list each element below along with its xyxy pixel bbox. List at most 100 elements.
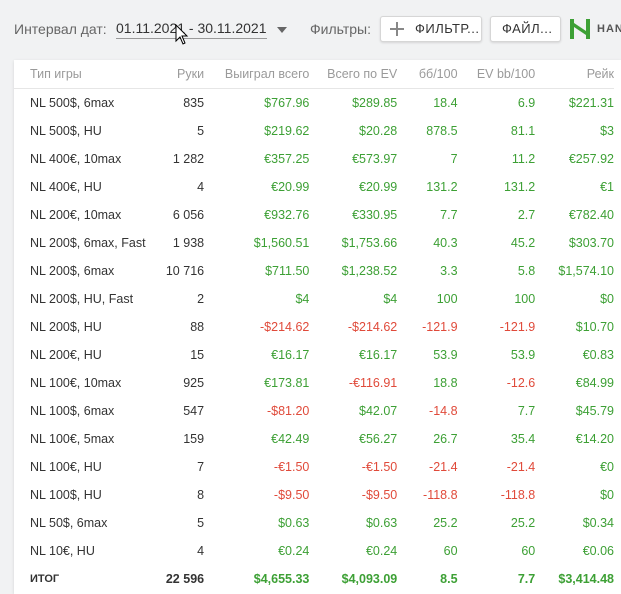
cell-ev-bb-per-100: 7.7 bbox=[517, 404, 536, 418]
cell-rake: €84.99 bbox=[575, 376, 614, 390]
cell-won-total: $0.63 bbox=[278, 516, 310, 530]
chevron-down-icon[interactable] bbox=[277, 27, 287, 33]
table-row[interactable]: NL 400€, 10max 1 282 €357.25 €573.97 7 11.2 €2… bbox=[14, 145, 614, 173]
table-row[interactable]: NL 200€, HU 15 €16.17 €16.17 53.9 53.9 €0.83 bbox=[14, 341, 614, 369]
column-header-game[interactable]: Тип игры bbox=[14, 60, 153, 89]
cell-game-type: NL 400€, 10max bbox=[30, 152, 122, 166]
cell-won-total: $4 bbox=[295, 292, 310, 306]
date-range-picker[interactable]: 01.11.2021 - 30.11.2021 bbox=[116, 19, 267, 39]
cell-rake: $3 bbox=[600, 124, 614, 138]
cell-hands: 8 bbox=[197, 488, 205, 502]
cell-game-type: NL 10€, HU bbox=[30, 544, 95, 558]
cell-ev-bb-per-100: 45.2 bbox=[510, 236, 536, 250]
column-header-rake[interactable]: Рейк bbox=[535, 60, 614, 89]
cell-ev-total: $1,238.52 bbox=[341, 264, 398, 278]
mouse-pointer-icon bbox=[175, 24, 189, 45]
cell-bb-per-100: 7 bbox=[450, 152, 458, 166]
column-header-won[interactable]: Выиграл всего bbox=[204, 60, 310, 89]
cell-bb-per-100: 53.9 bbox=[433, 348, 458, 362]
cell-ev-bb-per-100: 81.1 bbox=[510, 124, 536, 138]
cell-rake: $221.31 bbox=[568, 96, 614, 110]
cell-game-type: NL 200$, HU bbox=[30, 320, 102, 334]
cell-hands: 547 bbox=[183, 404, 205, 418]
cell-won-total: -$214.62 bbox=[260, 320, 310, 334]
table-row[interactable]: NL 200$, HU, Fast 2 $4 $4 100 100 $0 bbox=[14, 285, 614, 313]
filters-label: Фильтры: bbox=[310, 21, 371, 37]
cell-game-type: NL 200$, HU, Fast bbox=[30, 292, 134, 306]
cell-ev-bb-per-100: 131.2 bbox=[503, 180, 536, 194]
cell-hands: 925 bbox=[183, 376, 205, 390]
cell-won-total: -€1.50 bbox=[273, 460, 310, 474]
cell-rake: $1,574.10 bbox=[558, 264, 614, 278]
table-row[interactable]: NL 200$, 6max, Fast 1 938 $1,560.51 $1,753.… bbox=[14, 229, 614, 257]
files-button-label: ФАЙЛ... bbox=[502, 21, 553, 36]
cell-bb-per-100: 18.8 bbox=[433, 376, 458, 390]
cell-ev-total: -$9.50 bbox=[361, 488, 398, 502]
filter-button[interactable]: ФИЛЬТР... bbox=[380, 16, 482, 42]
cell-hands: 835 bbox=[183, 96, 205, 110]
filter-button-label: ФИЛЬТР... bbox=[415, 21, 480, 36]
cell-hands: 1 938 bbox=[172, 236, 205, 250]
cell-ev-total: $1,753.66 bbox=[341, 236, 398, 250]
cell-won-total: €42.49 bbox=[271, 432, 310, 446]
table-row[interactable]: NL 10€, HU 4 €0.24 €0.24 60 60 €0.06 bbox=[14, 537, 614, 565]
cell-rake: $45.79 bbox=[575, 404, 614, 418]
cell-ev-bb-per-100: 100 bbox=[514, 292, 536, 306]
cell-won-total: $219.62 bbox=[264, 124, 310, 138]
cell-game-type: NL 100$, HU bbox=[30, 488, 102, 502]
cell-bb-per-100: 25.2 bbox=[433, 516, 458, 530]
cell-bb-per-100: 60 bbox=[443, 544, 458, 558]
table-row[interactable]: NL 400€, HU 4 €20.99 €20.99 131.2 131.2 €1 bbox=[14, 173, 614, 201]
table-row[interactable]: NL 200€, 10max 6 056 €932.76 €330.95 7.7 2.7 €… bbox=[14, 201, 614, 229]
cell-ev-total: -$214.62 bbox=[347, 320, 398, 334]
cell-ev-total: €20.99 bbox=[359, 180, 398, 194]
cell-game-type: NL 500$, HU bbox=[30, 124, 102, 138]
cell-ev-total: €573.97 bbox=[352, 152, 398, 166]
cell-ev-total: -€116.91 bbox=[348, 376, 398, 390]
cell-ev-total: €56.27 bbox=[359, 432, 398, 446]
plus-icon bbox=[390, 22, 404, 36]
table-row[interactable]: NL 500$, HU 5 $219.62 $20.28 878.5 81.1 $3 bbox=[14, 117, 614, 145]
cell-ev-total: $20.28 bbox=[359, 124, 398, 138]
table-row[interactable]: NL 200$, 6max 10 716 $711.50 $1,238.52 3.3 5.… bbox=[14, 257, 614, 285]
toolbar: Интервал дат: 01.11.2021 - 30.11.2021 Фи… bbox=[0, 0, 621, 58]
cell-ev-total: $0.63 bbox=[365, 516, 398, 530]
cell-ev-bb-per-100: -118.8 bbox=[500, 488, 536, 502]
table-row[interactable]: NL 100$, HU 8 -$9.50 -$9.50 -118.8 -118.8 $0 bbox=[14, 481, 614, 509]
column-header-ev[interactable]: Всего по EV bbox=[309, 60, 398, 89]
cell-hands: 159 bbox=[183, 432, 205, 446]
cell-rake: €782.40 bbox=[568, 208, 614, 222]
cell-game-type: NL 100€, 10max bbox=[30, 376, 122, 390]
files-button[interactable]: ФАЙЛ... bbox=[490, 16, 561, 42]
table-row[interactable]: NL 100€, 10max 925 €173.81 -€116.91 18.8 -12.… bbox=[14, 369, 614, 397]
column-header-evbb100[interactable]: EV bb/100 bbox=[457, 60, 536, 89]
cell-hands: 1 282 bbox=[172, 152, 205, 166]
column-header-hands[interactable]: Руки bbox=[153, 60, 205, 89]
cell-won-total: -$81.20 bbox=[266, 404, 310, 418]
table-row[interactable]: NL 100€, HU 7 -€1.50 -€1.50 -21.4 -21.4 €0 bbox=[14, 453, 614, 481]
table-row[interactable]: NL 100€, 5max 159 €42.49 €56.27 26.7 35.4 €14.… bbox=[14, 425, 614, 453]
cell-bb-per-100: 3.3 bbox=[440, 264, 458, 278]
cell-ev-bb-per-100: -21.4 bbox=[506, 460, 536, 474]
cell-bb-per-100: 18.4 bbox=[433, 96, 458, 110]
cell-ev-bb-per-100: 7.7 bbox=[517, 572, 536, 586]
cell-won-total: $711.50 bbox=[265, 264, 310, 278]
cell-rake: €0.06 bbox=[582, 544, 614, 558]
cell-ev-total: €16.17 bbox=[359, 348, 398, 362]
cell-hands: 5 bbox=[197, 124, 205, 138]
cell-ev-bb-per-100: 11.2 bbox=[511, 152, 536, 166]
cell-ev-total: $42.07 bbox=[359, 404, 398, 418]
cell-won-total: -$9.50 bbox=[273, 488, 310, 502]
table-row[interactable]: NL 100$, 6max 547 -$81.20 $42.07 -14.8 7.7 $45… bbox=[14, 397, 614, 425]
table-row[interactable]: NL 50$, 6max 5 $0.63 $0.63 25.2 25.2 $0.34 bbox=[14, 509, 614, 537]
column-header-bb100[interactable]: бб/100 bbox=[397, 60, 458, 89]
cell-bb-per-100: 7.7 bbox=[440, 208, 458, 222]
table-total-row[interactable]: ИТОГ 22 596 $4,655.33 $4,093.09 8.5 7.7 $3,414… bbox=[14, 565, 614, 593]
cell-game-type: NL 100$, 6max bbox=[30, 404, 115, 418]
cell-hands: 2 bbox=[197, 292, 205, 306]
cell-rake: €257.92 bbox=[568, 152, 614, 166]
table-row[interactable]: NL 500$, 6max 835 $767.96 $289.85 18.4 6.9 $22… bbox=[14, 89, 614, 118]
logo-text: HAN bbox=[597, 23, 621, 35]
table-row[interactable]: NL 200$, HU 88 -$214.62 -$214.62 -121.9 -121.… bbox=[14, 313, 614, 341]
cell-hands: 4 bbox=[197, 180, 205, 194]
